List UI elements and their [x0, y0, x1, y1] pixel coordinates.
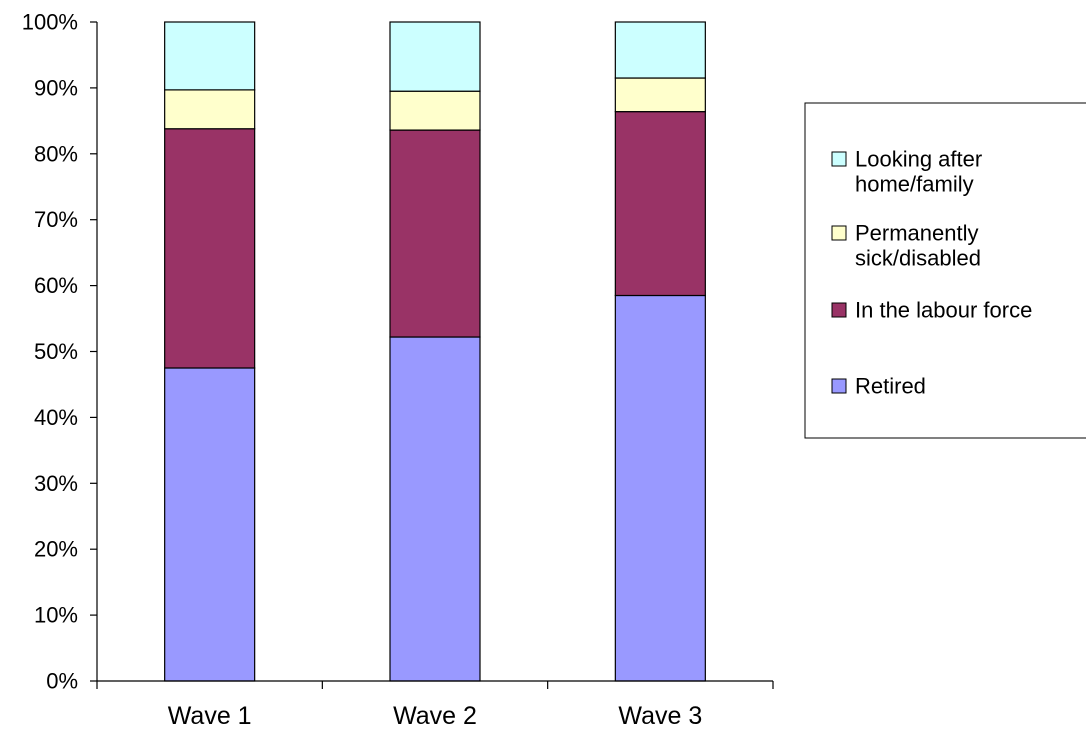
x-category-label: Wave 1 [168, 702, 252, 730]
axes-layer [90, 21, 774, 689]
y-tick-label: 70% [34, 207, 78, 232]
legend-swatch-in-the-labour-force [831, 302, 847, 318]
legend-swatch-looking-after-home-family [831, 151, 847, 167]
y-tick-label: 40% [34, 405, 78, 430]
y-tick-label: 10% [34, 603, 78, 628]
labels-layer: 0% 10% 20% 30% 40% 50% 60% 70% 80% 90% 100% Wave 1 W… [22, 10, 703, 731]
y-tick-label: 50% [34, 339, 78, 364]
bar-segment-wave-1-looking-after-home-family [164, 21, 256, 91]
bar-segment-wave-1-permanently-sick-disabled [164, 89, 256, 130]
bar-segment-wave-3-permanently-sick-disabled [614, 77, 706, 113]
y-tick-label: 90% [34, 75, 78, 100]
x-category-label: Wave 2 [393, 702, 477, 730]
y-tick-label: 20% [34, 537, 78, 562]
legend-label-in-the-labour-force: In the labour force [855, 298, 1032, 323]
bar-segment-wave-2-in-the-labour-force [389, 129, 481, 338]
y-tick-label: 0% [46, 669, 78, 694]
bar-segment-wave-2-retired [389, 336, 481, 682]
legend-label-permanently-sick-disabled: Permanently [855, 221, 979, 246]
legend-label-permanently-sick-disabled: sick/disabled [855, 246, 981, 271]
legend-box [804, 102, 1086, 439]
bar-segment-wave-3-retired [614, 294, 706, 682]
y-tick-label: 80% [34, 141, 78, 166]
bar-segment-wave-2-permanently-sick-disabled [389, 90, 481, 131]
bars-layer [164, 21, 706, 682]
y-tick-label: 100% [22, 10, 78, 35]
y-tick-label: 30% [34, 471, 78, 496]
legend-swatch-retired [831, 378, 847, 394]
legend-label-looking-after-home-family: home/family [855, 172, 974, 197]
bar-segment-wave-3-in-the-labour-force [614, 111, 706, 297]
bar-segment-wave-1-retired [164, 367, 256, 682]
x-category-label: Wave 3 [618, 702, 702, 730]
bar-segment-wave-3-looking-after-home-family [614, 21, 706, 79]
legend-label-retired: Retired [855, 374, 926, 399]
bar-segment-wave-1-in-the-labour-force [164, 128, 256, 369]
y-tick-label: 60% [34, 273, 78, 298]
bar-segment-wave-2-looking-after-home-family [389, 21, 481, 92]
legend-swatch-permanently-sick-disabled [831, 225, 847, 241]
legend-label-looking-after-home-family: Looking after [855, 147, 982, 172]
